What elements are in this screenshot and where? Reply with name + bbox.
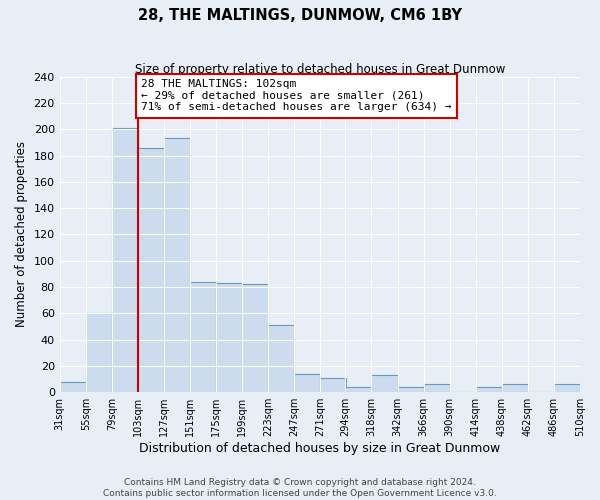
Bar	[295, 374, 320, 392]
Bar	[86, 314, 112, 392]
Bar	[190, 282, 216, 392]
Bar	[112, 128, 138, 392]
Bar	[502, 384, 528, 392]
Text: 28, THE MALTINGS, DUNMOW, CM6 1BY: 28, THE MALTINGS, DUNMOW, CM6 1BY	[138, 8, 462, 22]
Y-axis label: Number of detached properties: Number of detached properties	[15, 142, 28, 328]
Bar	[268, 325, 295, 392]
Bar	[242, 284, 268, 392]
Bar	[371, 375, 398, 392]
Bar	[320, 378, 346, 392]
Bar	[554, 384, 580, 392]
Bar	[138, 148, 164, 392]
Text: 28 THE MALTINGS: 102sqm
← 29% of detached houses are smaller (261)
71% of semi-d: 28 THE MALTINGS: 102sqm ← 29% of detache…	[141, 80, 452, 112]
Title: Size of property relative to detached houses in Great Dunmow: Size of property relative to detached ho…	[134, 62, 505, 76]
Bar	[216, 283, 242, 392]
Bar	[476, 387, 502, 392]
Text: Contains HM Land Registry data © Crown copyright and database right 2024.
Contai: Contains HM Land Registry data © Crown c…	[103, 478, 497, 498]
Bar	[346, 387, 371, 392]
Bar	[424, 384, 449, 392]
Bar	[164, 138, 190, 392]
Bar	[59, 382, 86, 392]
X-axis label: Distribution of detached houses by size in Great Dunmow: Distribution of detached houses by size …	[139, 442, 500, 455]
Bar	[398, 387, 424, 392]
